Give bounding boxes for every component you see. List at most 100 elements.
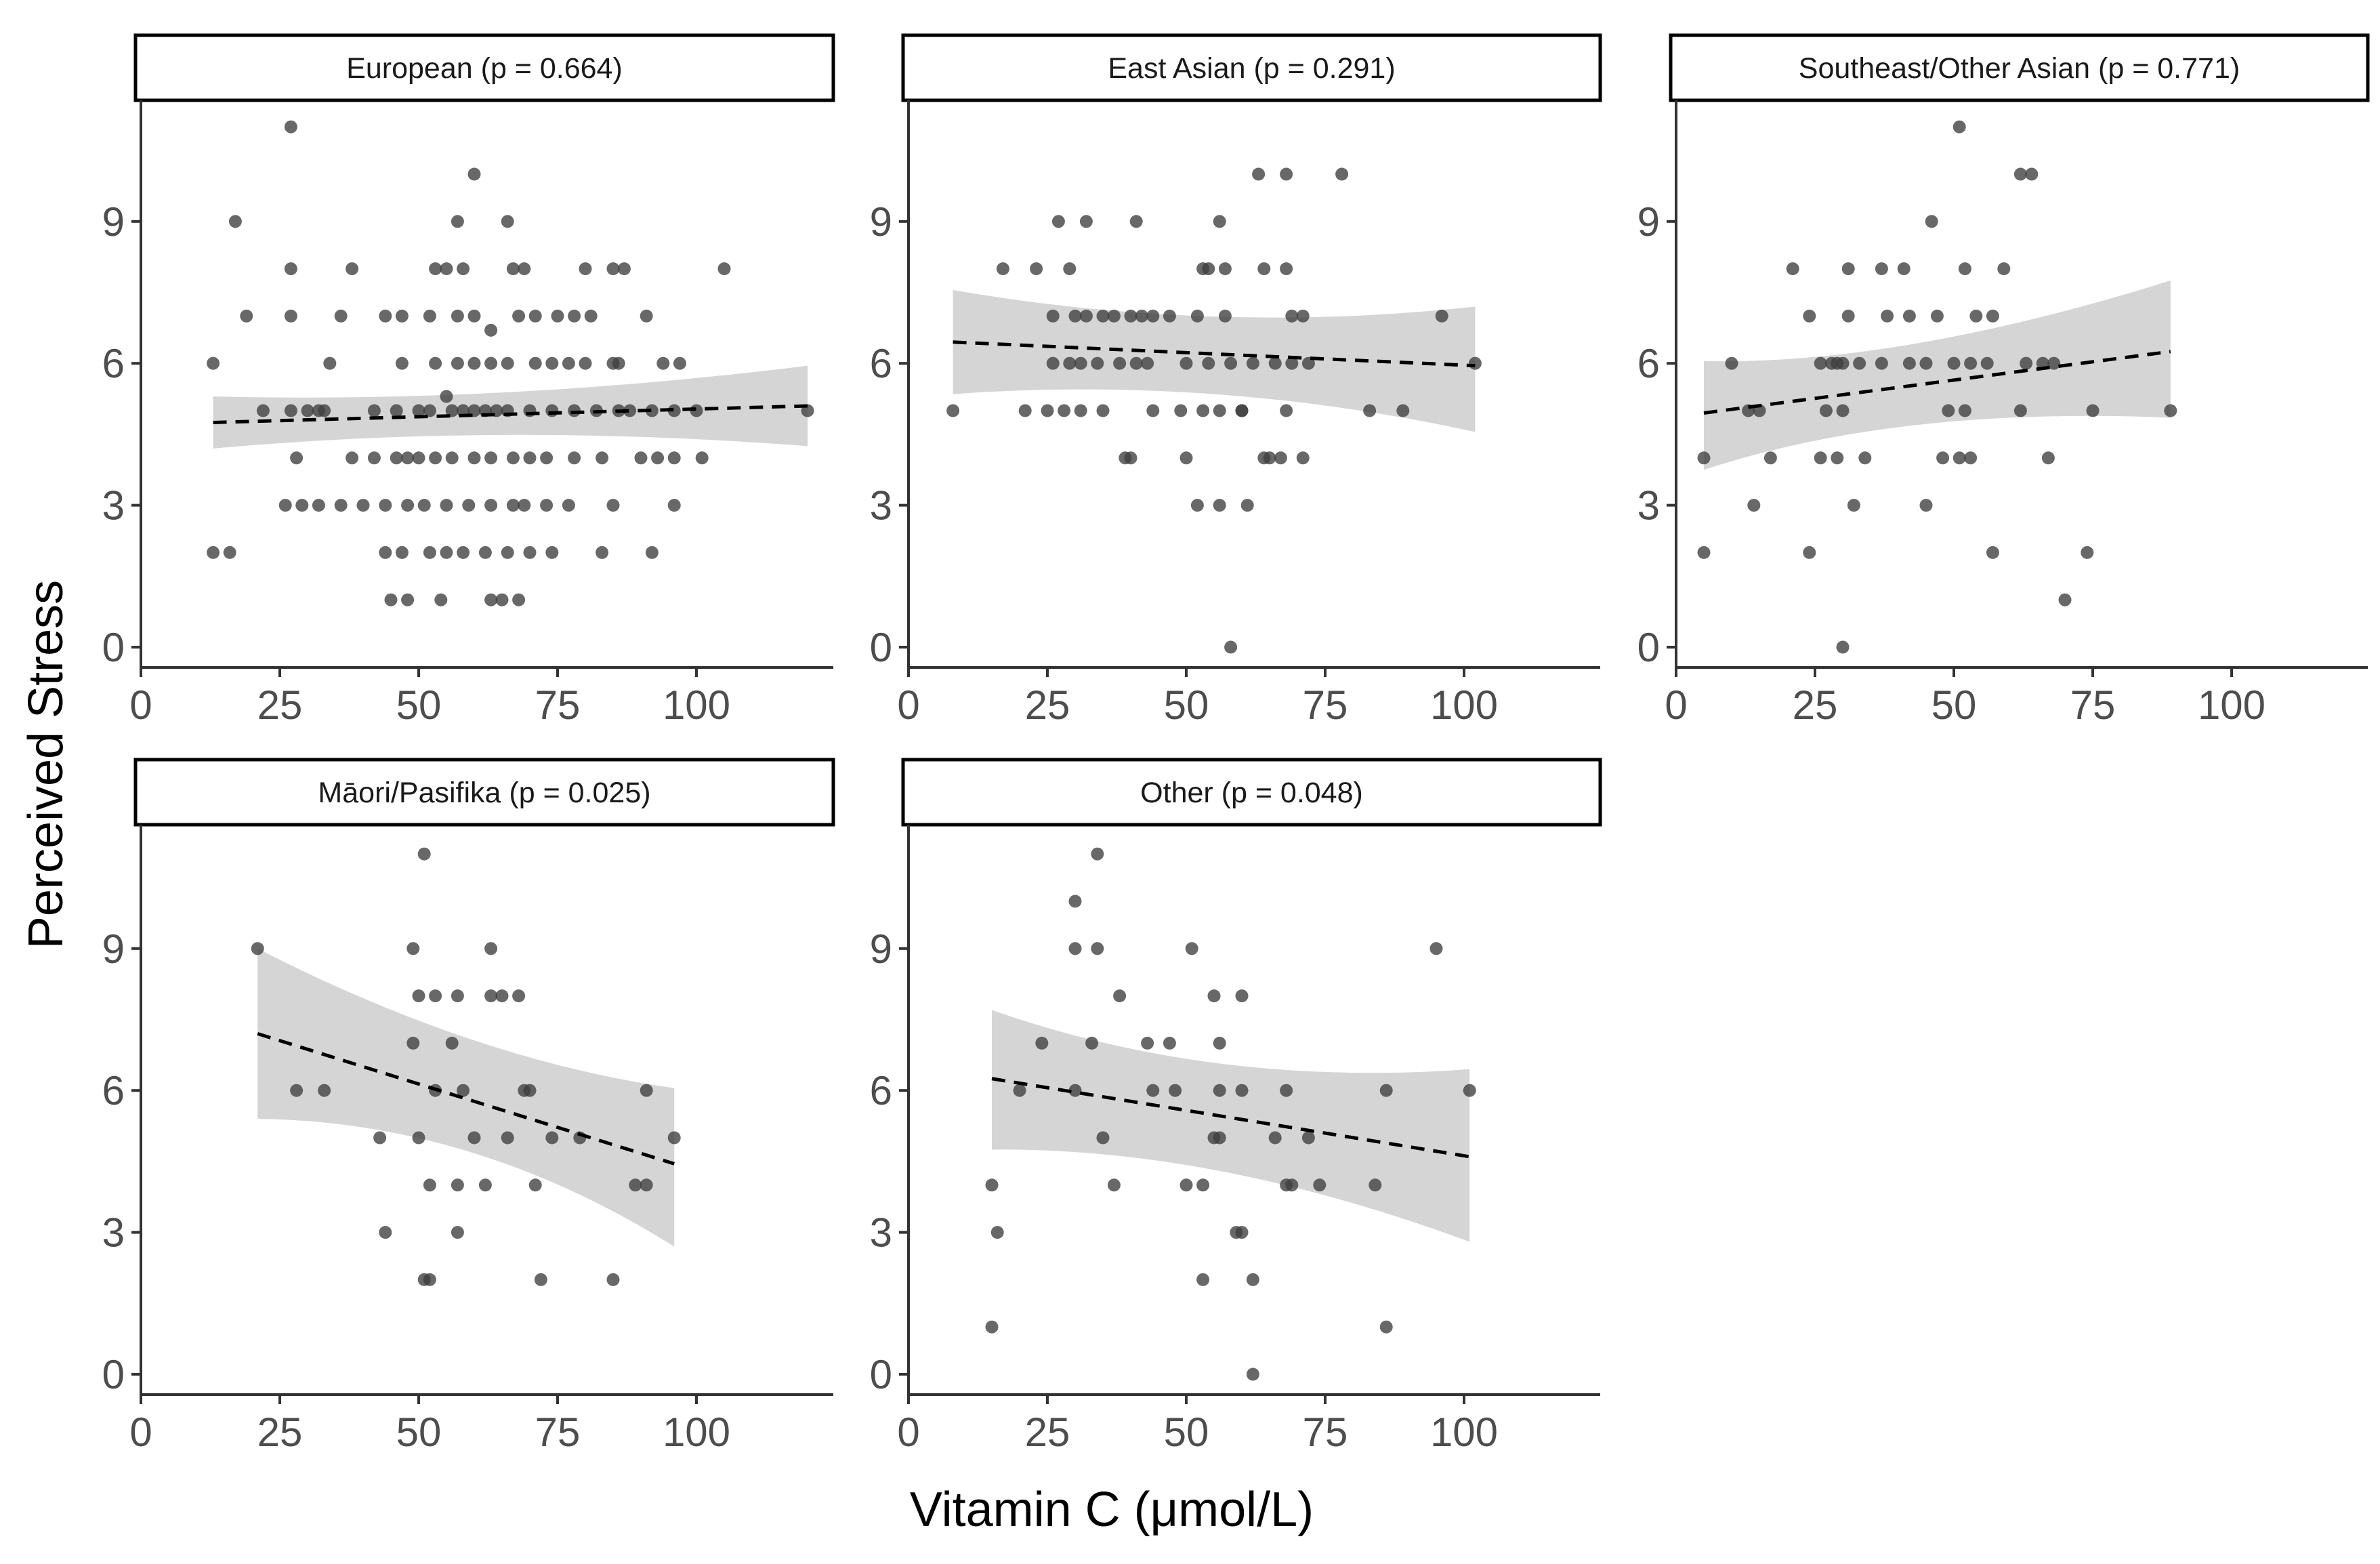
data-point — [584, 309, 598, 323]
data-point — [1202, 262, 1215, 276]
data-point — [1030, 262, 1043, 276]
data-point — [1190, 499, 1204, 512]
data-point — [412, 989, 425, 1003]
data-point — [2013, 404, 2027, 417]
regression-line — [953, 340, 1476, 368]
data-point — [457, 1084, 470, 1097]
data-point — [579, 356, 592, 370]
data-point — [1213, 1036, 1226, 1050]
data-point — [207, 356, 220, 370]
data-point — [457, 262, 470, 276]
panel-other: Other (p = 0.048) 0 3 6 9 0 25 50 75 100 — [870, 758, 1602, 1455]
data-point — [1113, 989, 1127, 1003]
data-point — [1079, 215, 1093, 228]
data-point — [2041, 451, 2055, 465]
data-point — [318, 1084, 331, 1097]
data-point — [1063, 262, 1077, 276]
data-point — [1107, 309, 1121, 323]
data-point — [1296, 451, 1310, 465]
x-tick-label: 25 — [1025, 682, 1070, 728]
x-tick-label: 100 — [1430, 1409, 1498, 1455]
data-point — [1091, 847, 1104, 861]
data-point — [1280, 1084, 1293, 1097]
data-point — [484, 989, 498, 1003]
data-point — [1429, 942, 1443, 955]
y-tick-label: 9 — [102, 199, 125, 245]
y-tick-label: 3 — [870, 1210, 892, 1256]
data-point — [346, 262, 359, 276]
data-point — [1218, 309, 1232, 323]
x-tick-label: 50 — [396, 682, 442, 728]
data-point — [667, 404, 681, 417]
data-point — [1058, 404, 1071, 417]
data-point — [656, 356, 670, 370]
data-point — [562, 356, 575, 370]
data-point — [1997, 262, 2011, 276]
data-point — [596, 546, 609, 559]
data-point — [1335, 167, 1349, 181]
data-point — [1041, 404, 1054, 417]
data-point — [478, 1178, 492, 1192]
data-point — [484, 942, 498, 955]
data-point — [1301, 356, 1315, 370]
data-point — [2025, 167, 2039, 181]
data-point — [2020, 356, 2033, 370]
y-axis-title: Perceived Stress — [19, 580, 73, 949]
data-point — [429, 262, 442, 276]
data-point — [1936, 451, 1950, 465]
data-point — [451, 989, 464, 1003]
data-point — [1964, 451, 1978, 465]
data-point — [1831, 451, 1844, 465]
data-point — [1280, 404, 1293, 417]
data-point — [1074, 404, 1087, 417]
data-point — [985, 1178, 999, 1192]
data-point — [512, 989, 526, 1003]
data-point — [395, 546, 409, 559]
data-point — [467, 356, 481, 370]
facet-strip — [133, 758, 835, 827]
data-point — [318, 404, 331, 417]
data-point — [1814, 356, 1827, 370]
data-point — [484, 451, 498, 465]
x-tick-label: 25 — [1025, 1409, 1070, 1455]
data-point — [579, 262, 592, 276]
data-point — [518, 262, 531, 276]
data-point — [640, 1178, 653, 1192]
data-point — [568, 451, 581, 465]
data-point — [457, 546, 470, 559]
data-point — [379, 546, 392, 559]
data-point — [990, 1226, 1004, 1239]
data-point — [673, 356, 686, 370]
data-point — [1068, 894, 1082, 908]
data-point — [390, 451, 403, 465]
data-point — [1379, 1320, 1393, 1334]
data-point — [1363, 404, 1377, 417]
data-point — [1463, 1084, 1476, 1097]
data-point — [1814, 451, 1827, 465]
data-point — [2164, 404, 2177, 417]
y-tick-label: 3 — [102, 1210, 125, 1256]
data-point — [290, 1084, 304, 1097]
data-point — [1697, 546, 1711, 559]
data-point — [484, 593, 498, 606]
y-tick-label: 0 — [102, 1352, 125, 1397]
data-point — [395, 356, 409, 370]
data-point — [1468, 356, 1482, 370]
data-point — [1853, 356, 1866, 370]
data-point — [1091, 942, 1104, 955]
data-point — [1369, 1178, 1382, 1192]
data-point — [606, 499, 620, 512]
data-point — [1224, 356, 1238, 370]
data-point — [1068, 942, 1082, 955]
data-point — [406, 942, 420, 955]
data-point — [1947, 356, 1961, 370]
confidence-band — [1704, 281, 2171, 470]
confidence-band — [257, 948, 675, 1247]
facet-title: Southeast/Other Asian (p = 0.771) — [1799, 52, 2240, 85]
confidence-band — [992, 1010, 1470, 1242]
data-point — [429, 356, 442, 370]
data-point — [429, 989, 442, 1003]
data-point — [1113, 356, 1127, 370]
data-point — [284, 404, 297, 417]
